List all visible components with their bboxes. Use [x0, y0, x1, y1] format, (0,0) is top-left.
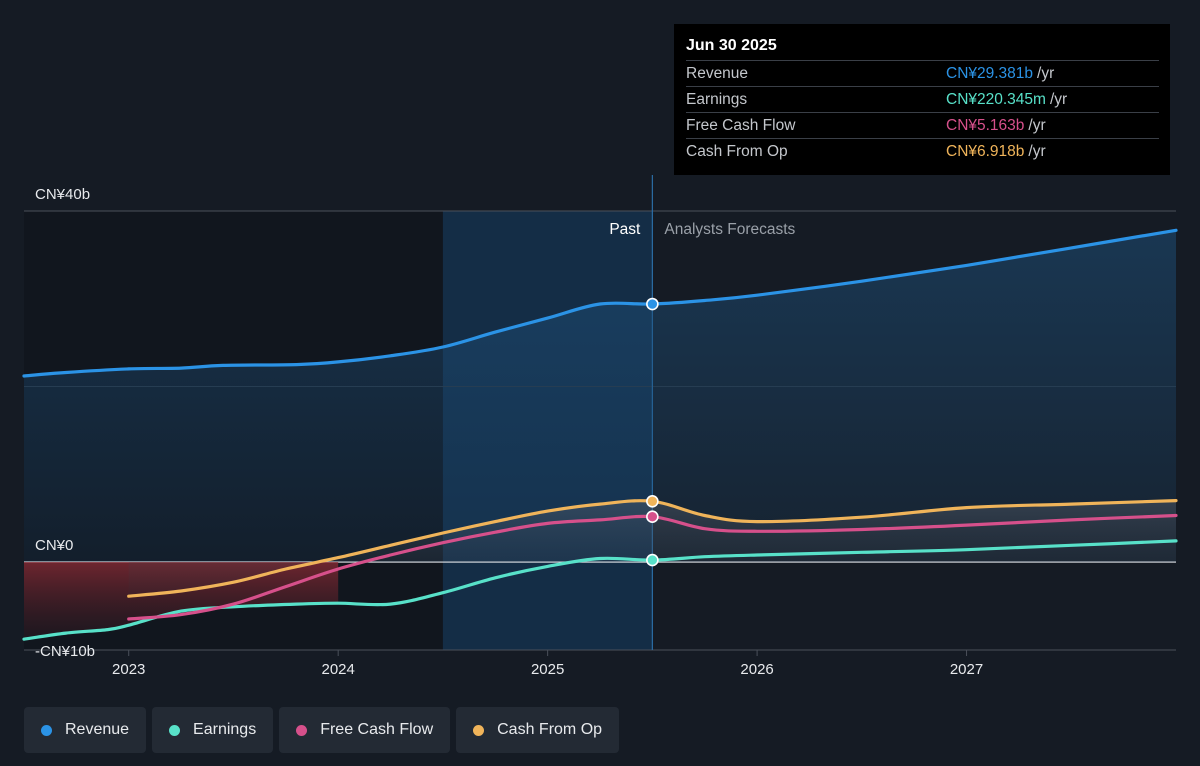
tooltip-unit: /yr	[1028, 116, 1046, 134]
cash-from-op-line	[127, 499, 1178, 598]
hover-tooltip: Jun 30 2025 Revenue CN¥29.381b /yr Earni…	[674, 24, 1170, 175]
y-tick-label: -CN¥10b	[35, 643, 95, 660]
tooltip-row-cash-from-op: Cash From Op CN¥6.918b /yr	[686, 138, 1159, 164]
tooltip-label: Revenue	[686, 64, 749, 82]
revenue-dot-icon	[41, 724, 52, 736]
tooltip-row-free-cash-flow: Free Cash Flow CN¥5.163b /yr	[686, 112, 1159, 138]
revenue-line	[22, 228, 1178, 378]
revenue-marker	[646, 297, 659, 311]
tooltip-row-revenue: Revenue CN¥29.381b /yr	[686, 60, 1159, 86]
tooltip-label: Earnings	[686, 90, 748, 108]
cash-from-op-area	[128, 500, 1177, 597]
x-tick-label: 2026	[740, 661, 773, 678]
tooltip-value: CN¥6.918b	[946, 142, 1025, 160]
tooltip-value: CN¥29.381b	[946, 64, 1034, 82]
revenue-area	[24, 230, 1176, 563]
tooltip-unit: /yr	[1028, 142, 1046, 160]
past-label: Past	[609, 221, 641, 238]
tooltip-date: Jun 30 2025	[686, 37, 777, 54]
negative-region	[24, 562, 339, 640]
legend-item-earnings[interactable]: Earnings	[152, 707, 274, 753]
tooltip-label: Free Cash Flow	[686, 116, 796, 134]
y-tick-label: CN¥40b	[35, 186, 90, 203]
earnings-dot-icon	[169, 724, 181, 736]
free-cash-flow-marker	[646, 510, 659, 524]
chart-legend: Revenue Earnings Free Cash Flow Cash Fro…	[24, 707, 620, 753]
legend-label: Revenue	[65, 721, 130, 738]
cash-from-op-dot-icon	[473, 724, 485, 736]
tooltip-value: CN¥220.345m	[946, 90, 1046, 108]
free-cash-flow-dot-icon	[296, 724, 308, 736]
tooltip-label: Cash From Op	[686, 142, 788, 160]
legend-item-cash-from-op[interactable]: Cash From Op	[456, 707, 620, 753]
legend-label: Free Cash Flow	[320, 721, 434, 738]
legend-item-revenue[interactable]: Revenue	[24, 707, 147, 753]
cash-from-op-marker	[646, 494, 659, 508]
tooltip-value: CN¥5.163b	[946, 116, 1025, 134]
tooltip-unit: /yr	[1049, 90, 1068, 108]
tooltip-unit: /yr	[1037, 64, 1055, 82]
free-cash-flow-line	[127, 513, 1178, 621]
x-tick-label: 2027	[950, 661, 983, 678]
legend-label: Cash From Op	[497, 721, 603, 738]
y-tick-label: CN¥0	[35, 537, 73, 554]
x-tick-label: 2023	[112, 661, 145, 678]
tooltip-row-earnings: Earnings CN¥220.345m /yr	[686, 86, 1159, 112]
legend-item-free-cash-flow[interactable]: Free Cash Flow	[279, 707, 451, 753]
legend-label: Earnings	[193, 721, 257, 738]
earnings-line	[22, 539, 1178, 641]
forecast-label: Analysts Forecasts	[664, 221, 795, 238]
x-tick-label: 2025	[531, 661, 564, 678]
earnings-marker	[646, 553, 659, 567]
x-tick-label: 2024	[321, 661, 354, 678]
